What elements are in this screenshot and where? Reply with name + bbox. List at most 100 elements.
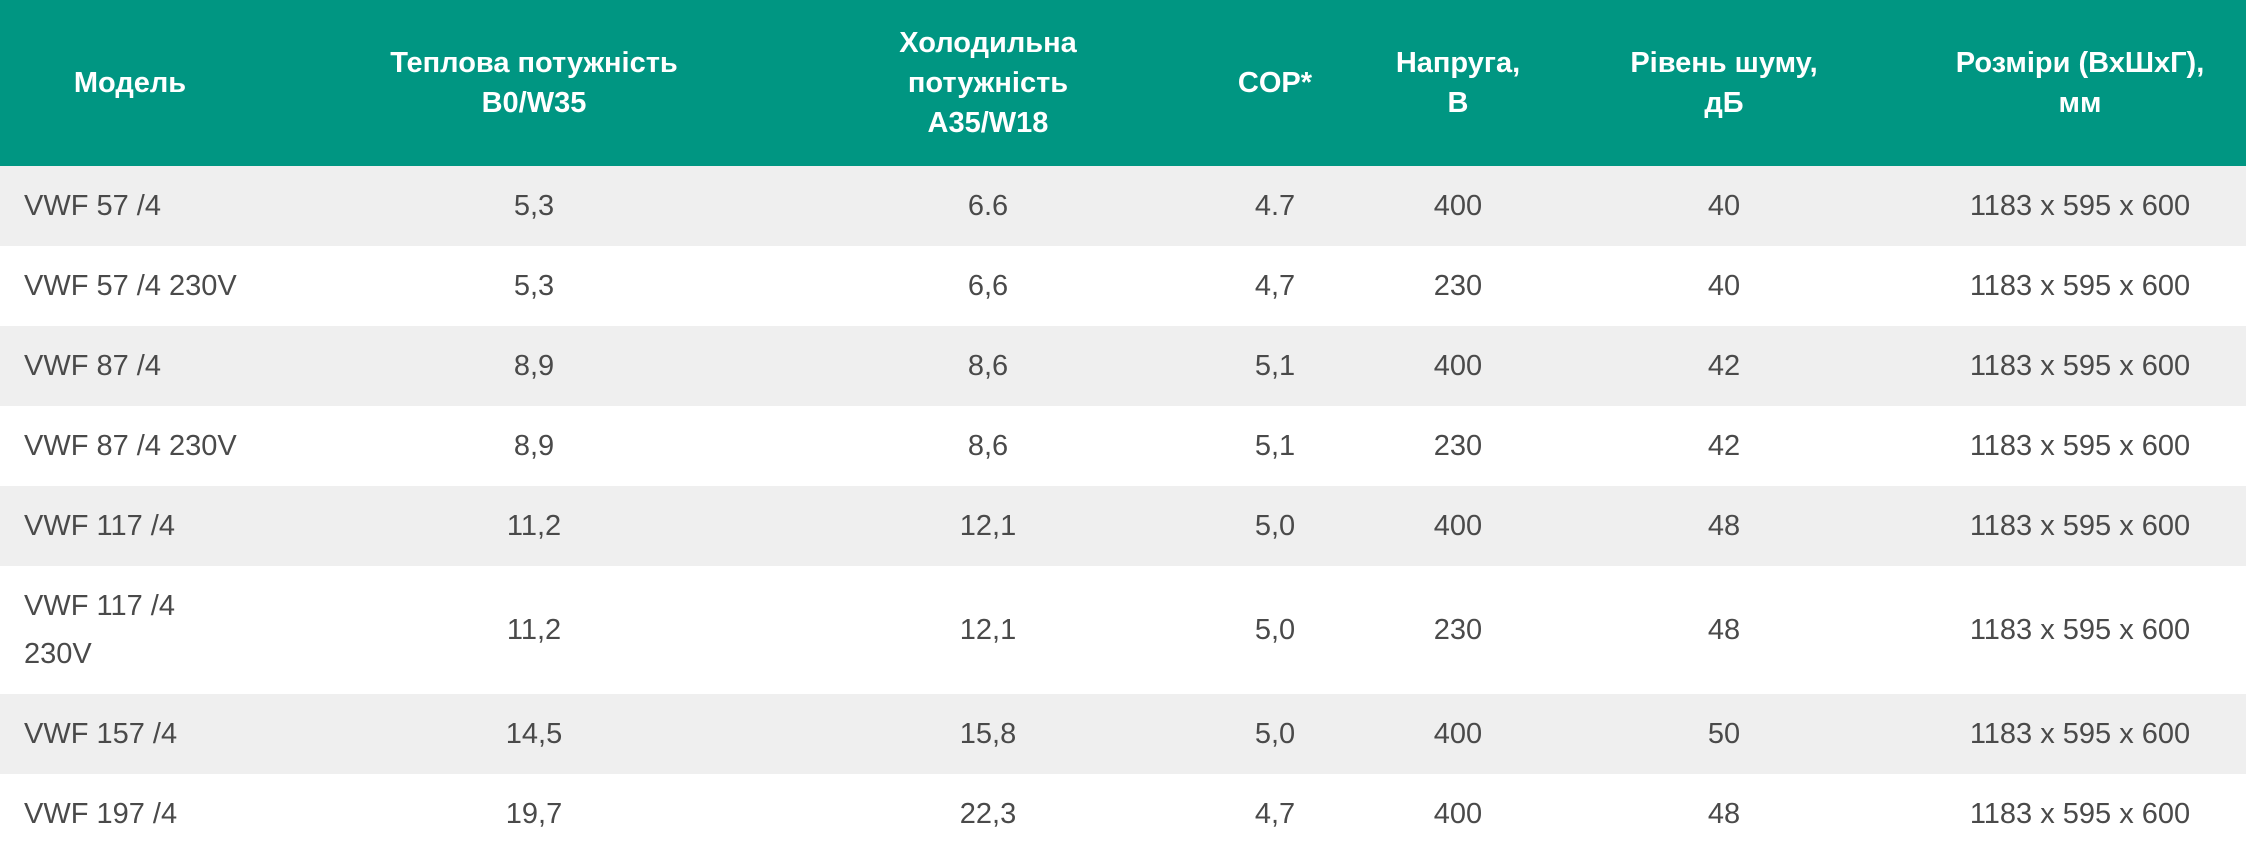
table-cell: 5,1 [1168, 406, 1382, 486]
cell-value: 5,3 [513, 270, 555, 302]
cell-value: 6,6 [967, 270, 1009, 302]
model-name: VWF 57 /4 [24, 190, 161, 222]
model-name: VWF 117 /4 230V [24, 590, 175, 670]
header-cell: Теплова потужність B0/W35 [260, 0, 808, 166]
table-cell: 42 [1534, 406, 1914, 486]
cell-value: 8,9 [513, 350, 555, 382]
table-cell: 230 [1382, 246, 1534, 326]
cell-value: 230 [1433, 430, 1483, 462]
header-cell: COP* [1168, 0, 1382, 166]
table-cell: 1183 x 595 x 600 [1914, 406, 2246, 486]
cell-value: 6.6 [967, 190, 1009, 222]
table-cell: 400 [1382, 486, 1534, 566]
table-cell: 4,7 [1168, 774, 1382, 854]
cell-value: 50 [1707, 718, 1741, 750]
model-name: VWF 87 /4 [24, 350, 161, 382]
model-name: VWF 87 /4 230V [24, 430, 237, 462]
cell-value: 400 [1433, 350, 1483, 382]
cell-value: 5,1 [1254, 430, 1296, 462]
table-cell: 8,9 [260, 326, 808, 406]
cell-value: 5,0 [1254, 510, 1296, 542]
cell-value: 1183 x 595 x 600 [1969, 614, 2191, 646]
cell-value: 230 [1433, 614, 1483, 646]
header-cell: Рівень шуму, дБ [1534, 0, 1914, 166]
model-name: VWF 197 /4 [24, 798, 178, 830]
table-cell: 400 [1382, 166, 1534, 246]
table-cell: 48 [1534, 486, 1914, 566]
header-line: Холодильна [899, 27, 1077, 59]
table-cell: 50 [1534, 694, 1914, 774]
cell-value: 1183 x 595 x 600 [1969, 798, 2191, 830]
table-cell: VWF 157 /4 [0, 694, 260, 774]
table-cell: VWF 57 /4 [0, 166, 260, 246]
table-cell: 5,0 [1168, 694, 1382, 774]
cell-value: 11,2 [506, 614, 562, 646]
table-cell: 230 [1382, 406, 1534, 486]
header-cell: Напруга, В [1382, 0, 1534, 166]
cell-value: 230 [1433, 270, 1483, 302]
cell-value: 400 [1433, 718, 1483, 750]
cell-value: 48 [1707, 614, 1741, 646]
table-cell: 1183 x 595 x 600 [1914, 486, 2246, 566]
table-cell: 12,1 [808, 486, 1168, 566]
cell-value: 5,0 [1254, 718, 1296, 750]
cell-value: 8,9 [513, 430, 555, 462]
header-line: Теплова потужність [390, 47, 678, 79]
table-cell: 400 [1382, 694, 1534, 774]
table-row: VWF 87 /4 230V 8,9 8,6 5,1 230 42 1183 x 595 x… [0, 406, 2246, 486]
cell-value: 11,2 [506, 510, 562, 542]
table-cell: 14,5 [260, 694, 808, 774]
table-cell: VWF 117 /4 [0, 486, 260, 566]
table-cell: 1183 x 595 x 600 [1914, 566, 2246, 694]
header-line: В [1447, 87, 1469, 119]
table-cell: 42 [1534, 326, 1914, 406]
cell-value: 400 [1433, 798, 1483, 830]
cell-value: 1183 x 595 x 600 [1969, 190, 2191, 222]
table-cell: 15,8 [808, 694, 1168, 774]
cell-value: 5,0 [1254, 614, 1296, 646]
table-cell: 4.7 [1168, 166, 1382, 246]
cell-value: 48 [1707, 798, 1741, 830]
table-cell: 22,3 [808, 774, 1168, 854]
cell-value: 48 [1707, 510, 1741, 542]
model-name: VWF 117 /4 [24, 510, 175, 542]
table-cell: 4,7 [1168, 246, 1382, 326]
table-cell: 1183 x 595 x 600 [1914, 246, 2246, 326]
table-row: VWF 117 /4 11,2 12,1 5,0 400 48 1183 x 595 x 6… [0, 486, 2246, 566]
table-cell: 5,1 [1168, 326, 1382, 406]
table-cell: VWF 197 /4 [0, 774, 260, 854]
header-row: Модель Теплова потужність B0/W35 Холодильна… [0, 0, 2246, 166]
table-cell: 1183 x 595 x 600 [1914, 166, 2246, 246]
model-name: VWF 157 /4 [24, 718, 178, 750]
table-cell: 1183 x 595 x 600 [1914, 694, 2246, 774]
table-cell: VWF 87 /4 230V [0, 406, 260, 486]
header-cell: Модель [0, 0, 260, 166]
table-cell: 11,2 [260, 566, 808, 694]
cell-value: 1183 x 595 x 600 [1969, 430, 2191, 462]
table-cell: 5,3 [260, 246, 808, 326]
header-line: COP* [1237, 67, 1313, 99]
table-cell: 12,1 [808, 566, 1168, 694]
header-line: Розміри (ВхШхГ), [1955, 47, 2205, 79]
table-cell: 8,6 [808, 326, 1168, 406]
header-line: потужність [907, 67, 1069, 99]
cell-value: 15,8 [959, 718, 1017, 750]
table-cell: 5,3 [260, 166, 808, 246]
cell-value: 40 [1707, 190, 1741, 222]
header-cell: Розміри (ВхШхГ), мм [1914, 0, 2246, 166]
table-header: Модель Теплова потужність B0/W35 Холодильна… [0, 0, 2246, 166]
model-name: VWF 57 /4 230V [24, 270, 237, 302]
table-cell: 230 [1382, 566, 1534, 694]
table-cell: 5,0 [1168, 566, 1382, 694]
cell-value: 4.7 [1254, 190, 1296, 222]
header-line: Модель [73, 67, 187, 99]
table-cell: 1183 x 595 x 600 [1914, 774, 2246, 854]
table-body: VWF 57 /4 5,3 6.6 4.7 400 40 1183 x 595 x 600 V… [0, 166, 2246, 854]
cell-value: 4,7 [1254, 270, 1296, 302]
cell-value: 1183 x 595 x 600 [1969, 510, 2191, 542]
table-cell: 40 [1534, 166, 1914, 246]
cell-value: 5,3 [513, 190, 555, 222]
cell-value: 12,1 [959, 510, 1017, 542]
header-line: мм [2058, 87, 2102, 119]
header-cell: Холодильна потужність A35/W18 [808, 0, 1168, 166]
